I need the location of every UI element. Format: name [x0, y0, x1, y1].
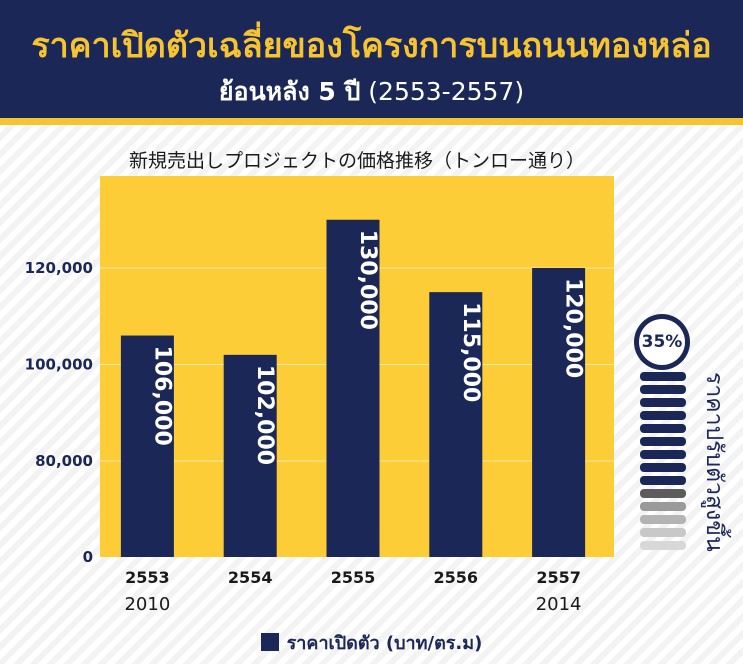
indicator-bar	[640, 450, 686, 459]
chart-legend: ราคาเปิดตัว (บาท/ตร.ม)	[0, 628, 743, 657]
subtitle-year-range: (2553-2557)	[368, 77, 525, 106]
x-secondary-label: 2014	[536, 594, 582, 615]
indicator-bar	[640, 489, 686, 498]
percent-badge: 35%	[634, 314, 690, 370]
page-subtitle: ย้อนหลัง 5 ปี (2553-2557)	[0, 72, 743, 112]
bar-value-label: 120,000	[561, 278, 586, 378]
bar-value-label: 102,000	[252, 365, 277, 465]
increase-label: ราคาปรับตัวสูงขึ้น	[701, 372, 727, 552]
header-banner	[0, 0, 743, 118]
page-title: ราคาเปิดตัวเฉลี่ยของโครงการบนถนนทองหล่อ	[31, 26, 712, 66]
y-tick-label: 120,000	[25, 259, 93, 277]
x-tick-label: 2555	[331, 568, 376, 587]
bar	[326, 219, 380, 557]
bar-value-label: 106,000	[149, 346, 174, 446]
bar	[223, 354, 277, 557]
indicator-bar	[640, 385, 686, 394]
y-tick-label: 100,000	[25, 356, 93, 374]
y-tick-label: 0	[83, 548, 93, 566]
indicator-bar	[640, 476, 686, 485]
indicator-bar	[640, 541, 686, 550]
indicator-bar	[640, 463, 686, 472]
indicator-bar	[640, 424, 686, 433]
legend-label: ราคาเปิดตัว (บาท/ตร.ม)	[286, 633, 483, 654]
bar-value-label: 115,000	[458, 302, 483, 402]
x-tick-label: 2557	[536, 568, 581, 587]
indicator-bar	[640, 411, 686, 420]
x-tick-label: 2553	[125, 568, 170, 587]
indicator-bar	[640, 515, 686, 524]
x-tick-label: 2556	[434, 568, 479, 587]
header-accent-stripe	[0, 118, 743, 125]
x-secondary-label: 2010	[124, 594, 170, 615]
indicator-bar	[640, 398, 686, 407]
bar	[532, 268, 586, 557]
percent-value: 35%	[639, 319, 685, 365]
indicator-bar	[640, 372, 686, 381]
indicator-bar	[640, 528, 686, 537]
bar-value-label: 130,000	[355, 230, 380, 330]
increase-indicator-bars	[640, 372, 686, 554]
legend-swatch	[260, 633, 279, 651]
subtitle-period: ย้อนหลัง 5 ปี	[218, 77, 361, 106]
y-tick-label: 80,000	[35, 452, 93, 470]
bar	[429, 292, 483, 557]
chart-title: 新規売出しプロジェクトの価格推移（トンロー通り）	[128, 150, 585, 172]
indicator-bar	[640, 437, 686, 446]
x-tick-label: 2554	[228, 568, 273, 587]
bar	[120, 335, 174, 557]
indicator-bar	[640, 502, 686, 511]
